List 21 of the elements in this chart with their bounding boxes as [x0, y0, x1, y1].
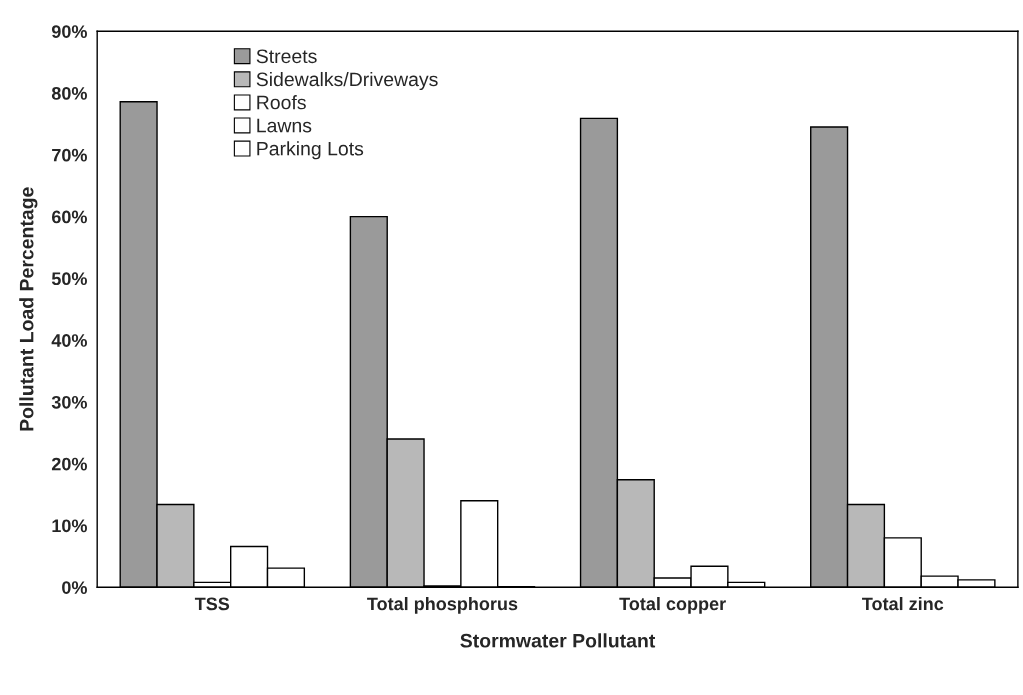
x-tick-label: Total copper — [619, 597, 726, 614]
y-tick-label: 30% — [51, 395, 87, 409]
y-tick-label: 40% — [51, 334, 87, 347]
y-tick-label: 80% — [51, 86, 87, 100]
y-tick-label: 50% — [51, 272, 87, 286]
y-tick-label: 0% — [62, 581, 87, 594]
legend-label: Roofs — [257, 95, 306, 110]
y-tick-label: 10% — [52, 519, 87, 533]
legend-label: Sidewalks/Driveways — [256, 71, 438, 91]
legend-label: Streets — [256, 49, 317, 64]
y-tick-label: 90% — [51, 25, 87, 38]
y-axis-title: Pollutant Load Percentage — [19, 187, 38, 431]
y-tick-label: 70% — [52, 148, 87, 162]
x-tick-label: Total phosphorus — [367, 597, 518, 614]
y-tick-label: 20% — [51, 457, 87, 471]
x-tick-label: Total zinc — [862, 597, 944, 611]
legend-label: Lawns — [257, 118, 312, 133]
y-tick-label: 60% — [51, 210, 87, 224]
x-tick-label: TSS — [194, 597, 230, 611]
x-axis-title: Stormwater Pollutant — [460, 633, 656, 648]
legend-label: Parking Lots — [257, 141, 364, 160]
